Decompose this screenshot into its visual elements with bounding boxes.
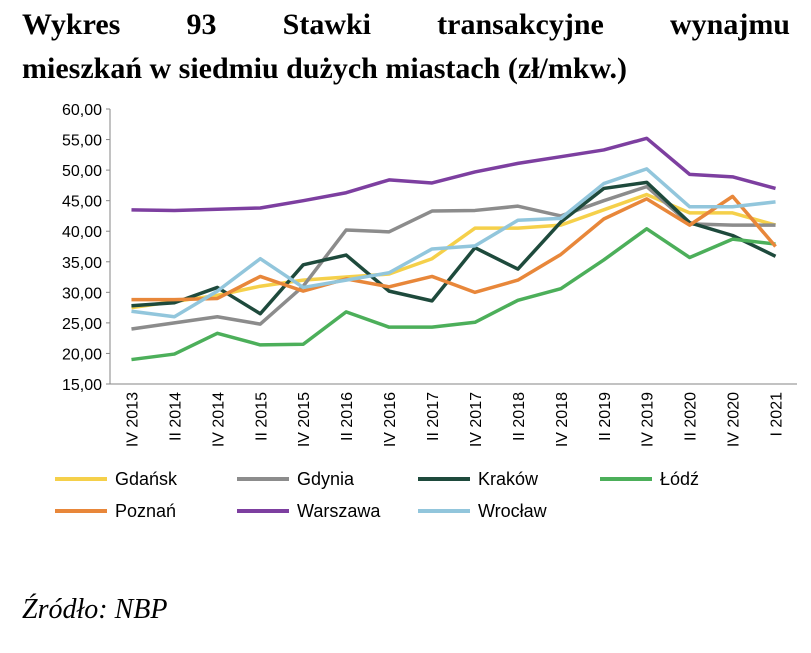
series-line [131,167,776,319]
legend-label: Łódź [660,469,699,489]
series-line [131,227,776,362]
x-tick-label: II 2017 [425,392,442,441]
x-tick-label: IV 2016 [382,392,399,447]
legend-label: Wrocław [478,501,548,521]
x-tick-label: I 2021 [769,392,786,437]
y-tick-label: 45,00 [62,194,102,211]
series-line [131,180,777,316]
legend-label: Kraków [478,469,539,489]
x-tick-label: II 2020 [683,392,700,441]
x-tick-label: IV 2017 [468,392,485,447]
y-tick-label: 30,00 [62,285,102,302]
x-tick-label: II 2019 [597,392,614,441]
legend-label: Warszawa [297,501,381,521]
y-tick-label: 40,00 [62,224,102,241]
legend-label: Gdynia [297,469,355,489]
series-line [131,194,777,302]
x-tick-label: IV 2015 [296,392,313,447]
x-tick-label: IV 2018 [554,392,571,447]
y-tick-label: 15,00 [62,377,102,394]
x-tick-label: II 2018 [511,392,528,441]
chart-title: Wykres 93 Stawki transakcyjne wynajmu [22,8,790,41]
y-tick-label: 60,00 [62,102,102,119]
y-tick-label: 35,00 [62,255,102,272]
series-line [131,136,776,213]
x-tick-label: IV 2013 [124,392,141,447]
y-tick-label: 20,00 [62,346,102,363]
y-tick-label: 55,00 [62,133,102,150]
x-tick-label: II 2016 [339,392,356,441]
chart-title: mieszkań w siedmiu dużych miastach (zł/m… [22,52,628,85]
x-tick-label: II 2014 [167,392,184,441]
y-tick-label: 50,00 [62,163,102,180]
y-tick-label: 25,00 [62,316,102,333]
x-tick-label: IV 2019 [640,392,657,447]
x-tick-label: IV 2014 [210,392,227,447]
source: Źródło: NBP [22,594,168,625]
legend-label: Poznań [115,501,176,521]
x-tick-label: II 2015 [253,392,270,441]
x-tick-label: IV 2020 [726,392,743,447]
legend-label: Gdańsk [115,469,178,489]
series-line [131,184,776,331]
